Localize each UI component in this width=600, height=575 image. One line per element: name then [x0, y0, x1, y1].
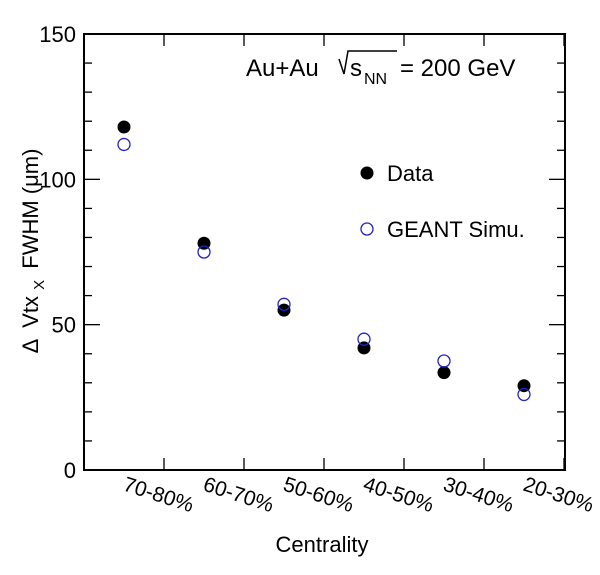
x-tick-label: 70-80%: [120, 473, 196, 517]
x-tick-label: 40-50%: [360, 473, 436, 517]
x-axis-title: Centrality: [276, 532, 369, 557]
sqrt-symbol: [338, 50, 397, 75]
y-tick-label: 50: [52, 313, 76, 338]
energy-annotation: Au+Au s NN = 200 GeV: [246, 50, 515, 88]
annotation-s: s: [350, 55, 362, 82]
annotation-energy-value: = 200 GeV: [400, 55, 515, 82]
x-tick-label: 50-60%: [280, 473, 356, 517]
legend-label-geant: GEANT Simu.: [387, 217, 525, 242]
y-axis: 0 50 100 150: [39, 22, 565, 483]
data-points: [117, 120, 531, 402]
y-tick-label: 150: [39, 22, 76, 47]
geant-point: [517, 387, 531, 402]
annotation-system: Au+Au: [246, 55, 319, 82]
y-axis-title: Δ Vtx X FWHM (μm): [18, 149, 49, 354]
geant-point: [117, 137, 131, 152]
x-tick-label: 20-30%: [520, 473, 596, 517]
x-tick-label: 60-70%: [200, 473, 276, 517]
geant-point: [277, 297, 291, 311]
x-axis: 70-80% 60-70% 50-60% 40-50% 30-40% 20-30%: [120, 34, 596, 517]
geant-point: [437, 354, 451, 368]
data-point: [117, 120, 131, 134]
geant-point: [197, 245, 211, 259]
x-tick-label: 30-40%: [440, 473, 516, 517]
y-tick-label: 100: [39, 167, 76, 192]
annotation-energy-sub: NN: [364, 71, 387, 88]
legend-marker-geant: [360, 222, 374, 236]
plot-frame: [83, 33, 566, 471]
data-point: [437, 366, 451, 380]
y-tick-label: 0: [64, 458, 76, 483]
legend: Data GEANT Simu.: [360, 161, 525, 242]
geant-point: [357, 332, 371, 346]
legend-marker-data: [360, 166, 374, 180]
legend-label-data: Data: [387, 161, 434, 186]
